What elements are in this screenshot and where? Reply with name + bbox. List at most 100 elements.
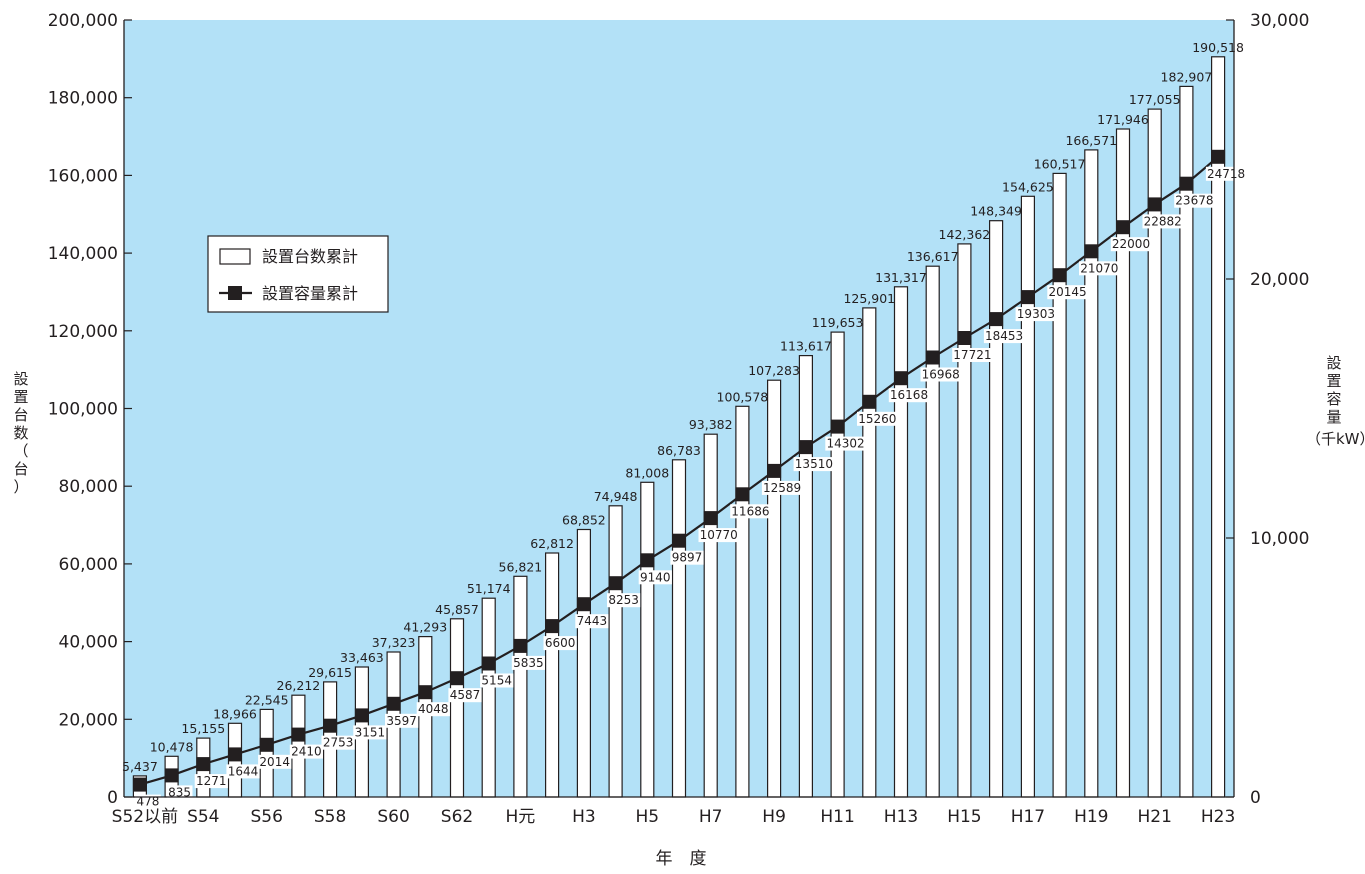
bar-value-label-14: 68,852 — [562, 513, 606, 528]
line-value-label-26: 17721 — [953, 348, 991, 362]
bar-11 — [481, 597, 496, 798]
bar-value-label-5: 26,212 — [277, 678, 321, 693]
line-label-bg-15 — [607, 593, 641, 608]
line-label-bg-24 — [888, 388, 930, 403]
bar-22 — [830, 331, 845, 798]
bar-value-label-29: 160,517 — [1034, 156, 1086, 171]
line-label-bg-28 — [1015, 307, 1057, 322]
line-value-label-11: 5154 — [481, 674, 512, 688]
line-value-label-14: 7443 — [577, 614, 608, 628]
line-label-bg-1 — [166, 785, 193, 800]
line-marker-22 — [830, 419, 845, 434]
bar-value-label-7: 33,463 — [340, 650, 384, 665]
bar-value-label-13: 62,812 — [530, 536, 574, 551]
line-value-label-13: 6600 — [545, 636, 576, 650]
line-value-label-1: 835 — [168, 785, 191, 799]
y-left-tick-label-6: 120,000 — [48, 322, 118, 342]
bar-value-label-24: 131,317 — [875, 270, 927, 285]
line-marker-15 — [608, 576, 623, 591]
bar-21 — [798, 355, 814, 798]
line-marker-23 — [862, 394, 877, 409]
bar-value-label-27: 148,349 — [970, 204, 1022, 219]
y-left-tick-label-2: 40,000 — [59, 633, 118, 653]
bar-14 — [576, 528, 592, 798]
line-label-bg-2 — [194, 774, 228, 789]
line-marker-21 — [798, 440, 813, 455]
line-marker-32 — [1147, 197, 1162, 212]
bar-value-label-12: 56,821 — [499, 559, 543, 574]
line-value-label-34: 24718 — [1207, 167, 1245, 181]
x-tick-label-1: S54 — [187, 807, 219, 827]
line-value-label-21: 13510 — [795, 457, 833, 471]
bar-value-label-11: 51,174 — [467, 581, 511, 596]
bar-value-label-31: 171,946 — [1097, 112, 1149, 127]
line-marker-8 — [386, 696, 401, 711]
line-marker-7 — [354, 708, 369, 723]
x-axis-title: 年 度 — [656, 849, 707, 869]
line-label-bg-29 — [1047, 285, 1088, 300]
bar-18 — [703, 433, 718, 798]
bar-value-label-28: 154,625 — [1002, 179, 1054, 194]
x-tick-label-16: H21 — [1137, 807, 1171, 827]
bar-25 — [925, 265, 940, 798]
bar-value-label-9: 41,293 — [403, 620, 447, 635]
line-label-bg-7 — [353, 725, 387, 740]
y-left-tick-label-10: 200,000 — [48, 11, 118, 31]
bar-value-label-2: 15,155 — [181, 721, 225, 736]
bar-value-label-23: 125,901 — [843, 291, 895, 306]
line-label-bg-18 — [698, 528, 739, 543]
line-marker-33 — [1179, 176, 1194, 191]
line-value-label-0: 478 — [136, 795, 159, 809]
line-label-bg-25 — [920, 367, 961, 382]
bar-value-label-0: 5,437 — [122, 759, 158, 774]
y-left-tick-label-4: 80,000 — [59, 477, 118, 497]
bar-value-label-8: 37,323 — [372, 635, 416, 650]
bar-value-label-1: 10,478 — [150, 739, 194, 754]
line-marker-5 — [291, 727, 306, 742]
line-marker-4 — [259, 737, 274, 752]
line-value-label-4: 2014 — [259, 755, 290, 769]
y-axis-right: 0 10,000 20,000 30,000 — [1226, 11, 1309, 808]
bar-value-label-17: 86,783 — [657, 443, 701, 458]
line-label-bg-30 — [1079, 261, 1120, 276]
line-label-bg-33 — [1174, 193, 1215, 208]
line-value-label-6: 2753 — [323, 736, 354, 750]
line-label-bg-27 — [983, 329, 1025, 344]
x-tick-label-0: S52以前 — [112, 807, 178, 827]
x-tick-label-15: H19 — [1074, 807, 1108, 827]
bar-value-label-18: 93,382 — [689, 417, 733, 432]
bar-24 — [893, 286, 909, 798]
x-tick-label-7: H3 — [572, 807, 596, 827]
y-left-tick-label-3: 60,000 — [59, 555, 118, 575]
line-value-label-30: 21070 — [1080, 261, 1118, 275]
line-label-bg-20 — [761, 480, 803, 495]
line-label-bg-9 — [416, 702, 450, 717]
y-axis-right-title: 設置容量（千kW） — [1306, 354, 1365, 448]
line-value-label-33: 23678 — [1175, 194, 1213, 208]
bar-value-label-25: 136,617 — [907, 249, 959, 264]
line-label-bg-10 — [448, 688, 482, 703]
line-group — [132, 149, 1226, 792]
line-value-label-15: 8253 — [608, 593, 639, 607]
line-marker-20 — [767, 463, 782, 478]
line-label-bg-19 — [730, 504, 771, 519]
line-marker-9 — [418, 685, 433, 700]
line-marker-19 — [735, 487, 750, 502]
line-label-bg-0 — [134, 794, 161, 809]
line-label-bg-16 — [638, 570, 672, 585]
line-value-label-20: 12589 — [763, 481, 801, 495]
line-value-label-16: 9140 — [640, 570, 671, 584]
bar-19 — [735, 405, 750, 798]
line-value-label-25: 16968 — [922, 368, 960, 382]
bar-value-label-34: 190,518 — [1192, 40, 1244, 55]
line-marker-26 — [957, 331, 972, 345]
line-label-bg-34 — [1205, 166, 1247, 181]
line-marker-24 — [894, 371, 908, 386]
bar-20 — [766, 379, 782, 798]
line-marker-2 — [196, 757, 211, 772]
bar-28 — [1020, 195, 1036, 798]
bar-value-label-26: 142,362 — [939, 227, 991, 242]
line-marker-31 — [1116, 220, 1130, 235]
line-value-label-28: 19303 — [1017, 307, 1055, 321]
bar-value-label-10: 45,857 — [435, 602, 479, 617]
